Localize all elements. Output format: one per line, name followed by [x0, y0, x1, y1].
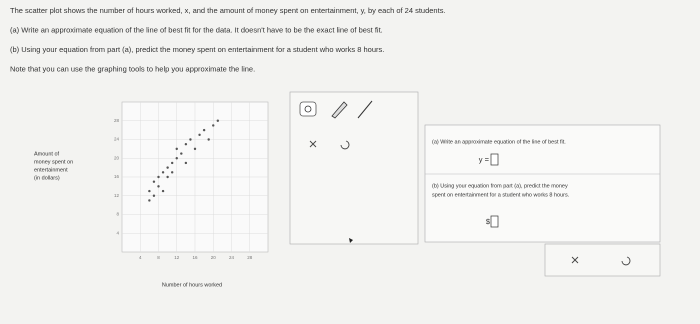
tool-panel — [289, 91, 419, 245]
data-point — [170, 171, 174, 174]
x-tick-label: 4 — [139, 255, 142, 260]
data-point — [193, 147, 197, 151]
data-point — [161, 189, 165, 193]
data-point — [157, 185, 160, 188]
undo-button[interactable] — [621, 256, 631, 266]
money-prefix: $ — [486, 217, 491, 226]
clear-button-icon[interactable] — [571, 256, 579, 264]
data-point — [152, 180, 156, 183]
y-tick-label: 8 — [116, 212, 119, 217]
pencil-tool[interactable] — [331, 101, 348, 119]
y-tick-label: 20 — [114, 155, 120, 160]
y-tick-label: 28 — [114, 118, 120, 123]
scatter-plot: 4 8 12 16 20 24 28 4 8 12 16 20 24 28 — [114, 102, 268, 260]
x-tick-label: 20 — [211, 255, 217, 260]
data-point — [166, 166, 169, 169]
part-b-line: spent on entertainment for a student who… — [432, 192, 570, 198]
data-point — [212, 124, 215, 127]
action-bar — [544, 243, 661, 277]
question-line: The scatter plot shows the number of hou… — [10, 6, 446, 15]
y-tick-label: 12 — [114, 193, 120, 198]
answer-panel — [424, 124, 661, 243]
clear-button[interactable] — [571, 256, 579, 264]
question: The scatter plot shows the number of hou… — [10, 6, 446, 74]
point-tool-icon[interactable] — [304, 105, 312, 113]
question-line: (a) Write an approximate equation of the… — [10, 25, 383, 34]
part-b-line: (b) Using your equation from part (a), p… — [432, 183, 568, 189]
cursor — [349, 238, 353, 243]
pencil-icon[interactable] — [331, 101, 348, 119]
y-tick-label: 16 — [114, 174, 120, 179]
point-tool-box[interactable] — [299, 101, 317, 117]
data-point — [166, 175, 169, 179]
clear-icon[interactable] — [309, 140, 317, 148]
y-label-line: (in dollars) — [34, 175, 60, 181]
data-point — [148, 199, 151, 202]
point-tool[interactable] — [299, 101, 317, 117]
line-tool[interactable] — [357, 100, 373, 119]
data-point — [207, 138, 210, 141]
equation-input[interactable] — [490, 153, 499, 166]
data-point — [170, 161, 174, 165]
x-tick-label: 24 — [229, 255, 235, 260]
data-point — [184, 142, 188, 146]
x-axis-label: Number of hours worked — [162, 282, 222, 288]
y-label-line: Amount of — [34, 151, 60, 157]
y-axis-label: Amount of money spent on entertainment (in … — [34, 151, 73, 181]
data-point — [202, 128, 206, 132]
part-a: (a) Write an approximate equation of the… — [432, 139, 566, 145]
part-b: (b) Using your equation from part (a), p… — [432, 183, 570, 198]
data-point — [180, 152, 183, 155]
money-input[interactable] — [490, 215, 499, 228]
x-tick-label: 16 — [192, 255, 198, 260]
data-point — [216, 119, 220, 122]
y-tick-label: 4 — [116, 230, 119, 235]
undo-tool[interactable] — [340, 140, 350, 150]
data-point — [148, 189, 151, 193]
data-point — [175, 147, 178, 151]
question-line: (b) Using your equation from part (a), p… — [10, 45, 384, 54]
y-tick-label: 24 — [114, 137, 120, 142]
y-label-line: entertainment — [34, 167, 68, 173]
data-point — [152, 194, 156, 197]
x-tick-label: 8 — [157, 255, 160, 260]
data-point — [175, 157, 178, 160]
question-line: Note that you can use the graphing tools… — [10, 64, 255, 73]
data-point — [184, 161, 188, 165]
data-point — [161, 171, 165, 174]
clear-tool[interactable] — [309, 140, 317, 148]
data-point — [189, 138, 192, 141]
equation-prefix: y = — [479, 155, 490, 164]
x-tick-label: 28 — [247, 255, 253, 260]
y-label-line: money spent on — [34, 159, 73, 165]
data-point — [198, 133, 201, 137]
data-point — [157, 175, 160, 179]
x-tick-label: 12 — [174, 255, 180, 260]
